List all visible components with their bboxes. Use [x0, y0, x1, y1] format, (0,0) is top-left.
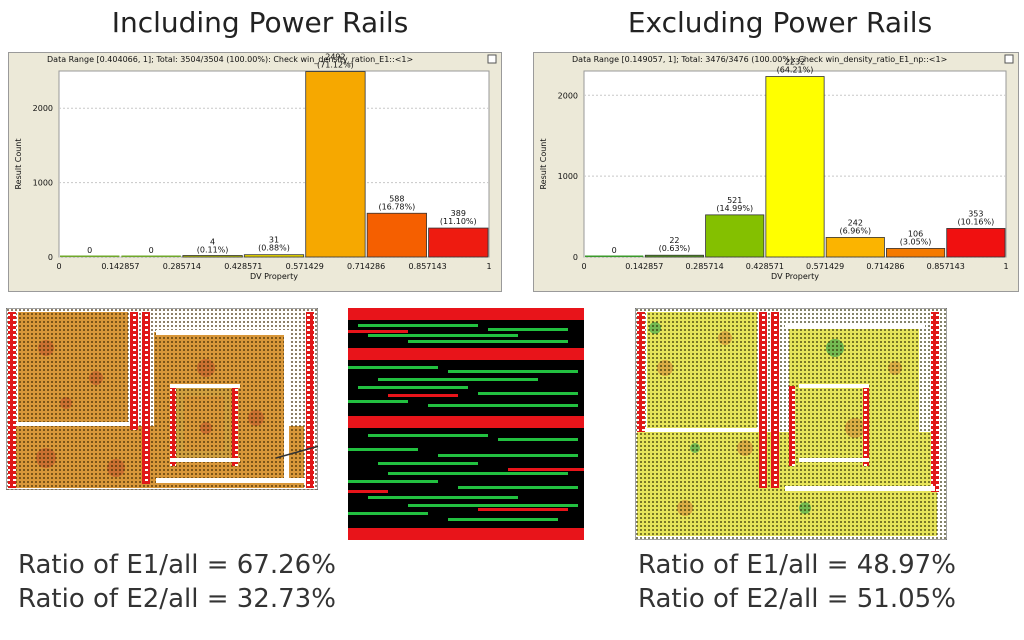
x-tick-label: 0.857143 — [408, 262, 446, 271]
x-tick-label: 0 — [56, 262, 61, 271]
x-tick-label: 0.285714 — [685, 262, 723, 271]
heading-excluding-power-rails: Excluding Power Rails — [627, 6, 933, 39]
ratio-e2-including: Ratio of E2/all = 32.73% — [18, 584, 336, 614]
heading-including-power-rails: Including Power Rails — [111, 6, 409, 39]
x-tick-label: 0.142857 — [101, 262, 139, 271]
bar-count-label: 0 — [149, 246, 154, 255]
expand-icon[interactable] — [1004, 54, 1014, 64]
expand-icon[interactable] — [487, 54, 497, 64]
x-tick-label: 0.714286 — [347, 262, 385, 271]
histogram-bar — [121, 255, 181, 257]
histogram-bar — [886, 248, 946, 258]
bar-percent-label: (14.99%) — [716, 204, 753, 213]
density-map-including — [6, 308, 318, 490]
x-tick-label: 0.571429 — [806, 262, 844, 271]
x-axis-label: DV Property — [771, 272, 819, 281]
bar-count-label: 106 — [908, 229, 923, 238]
histogram-bar — [765, 76, 825, 258]
x-tick-label: 1 — [486, 262, 491, 271]
density-map-excluding — [635, 308, 947, 540]
x-tick-label: 0 — [581, 262, 586, 271]
y-tick-label: 0 — [573, 253, 578, 262]
histogram-bar — [428, 227, 489, 258]
histogram-chart-excluding: Data Range [0.149057, 1]; Total: 3476/34… — [539, 54, 1014, 281]
histogram-bar — [182, 255, 243, 258]
histogram-bar — [946, 228, 1006, 258]
histogram-panel-excluding: Data Range [0.149057, 1]; Total: 3476/34… — [533, 52, 1019, 292]
bar-count-label: 0 — [87, 246, 92, 255]
x-tick-label: 0.428571 — [224, 262, 262, 271]
histogram-bar — [305, 71, 366, 258]
bar-count-label: 31 — [269, 236, 279, 245]
histogram-bar — [644, 254, 704, 258]
bar-percent-label: (71.12%) — [317, 61, 354, 70]
histogram-bar — [243, 254, 305, 258]
ratio-e2-excluding: Ratio of E2/all = 51.05% — [638, 584, 956, 614]
x-tick-label: 0.714286 — [866, 262, 904, 271]
histogram-bar — [585, 255, 644, 257]
histogram-chart-including: Data Range [0.404066, 1]; Total: 3504/35… — [14, 53, 497, 281]
zoom-inset-layout — [348, 308, 584, 540]
x-tick-label: 0.142857 — [625, 262, 663, 271]
x-tick-label: 0.428571 — [746, 262, 784, 271]
bar-count-label: 0 — [612, 246, 617, 255]
x-axis-label: DV Property — [250, 272, 298, 281]
histogram-bar — [366, 212, 427, 258]
chart-header: Data Range [0.404066, 1]; Total: 3504/35… — [47, 55, 413, 64]
bar-percent-label: (0.88%) — [258, 244, 290, 253]
x-tick-label: 1 — [1003, 262, 1008, 271]
y-tick-label: 0 — [48, 253, 53, 262]
y-tick-label: 2000 — [33, 104, 53, 113]
bar-count-label: 588 — [389, 194, 404, 203]
bar-percent-label: (64.21%) — [777, 65, 814, 74]
ratios-including: Ratio of E1/all = 67.26% Ratio of E2/all… — [18, 548, 336, 616]
x-tick-label: 0.857143 — [927, 262, 965, 271]
x-tick-label: 0.285714 — [163, 262, 201, 271]
x-tick-label: 0.571429 — [286, 262, 324, 271]
bar-percent-label: (10.16%) — [957, 217, 994, 226]
ratio-e1-including: Ratio of E1/all = 67.26% — [18, 550, 336, 580]
histogram-panel-including: Data Range [0.404066, 1]; Total: 3504/35… — [8, 52, 502, 292]
histogram-bar — [825, 237, 885, 258]
bar-count-label: 242 — [848, 218, 863, 227]
y-axis-label: Result Count — [539, 138, 548, 189]
histogram-bar — [60, 255, 120, 257]
bar-percent-label: (6.96%) — [839, 226, 871, 235]
chart-header: Data Range [0.149057, 1]; Total: 3476/34… — [572, 55, 947, 64]
bar-count-label: 353 — [968, 209, 983, 218]
ratios-excluding: Ratio of E1/all = 48.97% Ratio of E2/all… — [638, 548, 956, 616]
bar-count-label: 521 — [727, 196, 742, 205]
ratio-e1-excluding: Ratio of E1/all = 48.97% — [638, 550, 956, 580]
bar-count-label: 2232 — [785, 57, 805, 66]
bar-count-label: 389 — [451, 209, 466, 218]
y-axis-label: Result Count — [14, 138, 23, 189]
bar-count-label: 4 — [210, 238, 215, 247]
y-tick-label: 1000 — [558, 172, 578, 181]
bar-percent-label: (0.11%) — [197, 246, 229, 255]
bar-percent-label: (16.78%) — [378, 202, 415, 211]
bar-percent-label: (11.10%) — [440, 217, 477, 226]
y-tick-label: 1000 — [33, 179, 53, 188]
y-tick-label: 2000 — [558, 91, 578, 100]
histogram-bar — [705, 214, 765, 258]
bar-count-label: 22 — [669, 236, 679, 245]
bar-count-label: 2492 — [325, 53, 345, 62]
bar-percent-label: (3.05%) — [900, 237, 932, 246]
bar-percent-label: (0.63%) — [659, 244, 691, 253]
